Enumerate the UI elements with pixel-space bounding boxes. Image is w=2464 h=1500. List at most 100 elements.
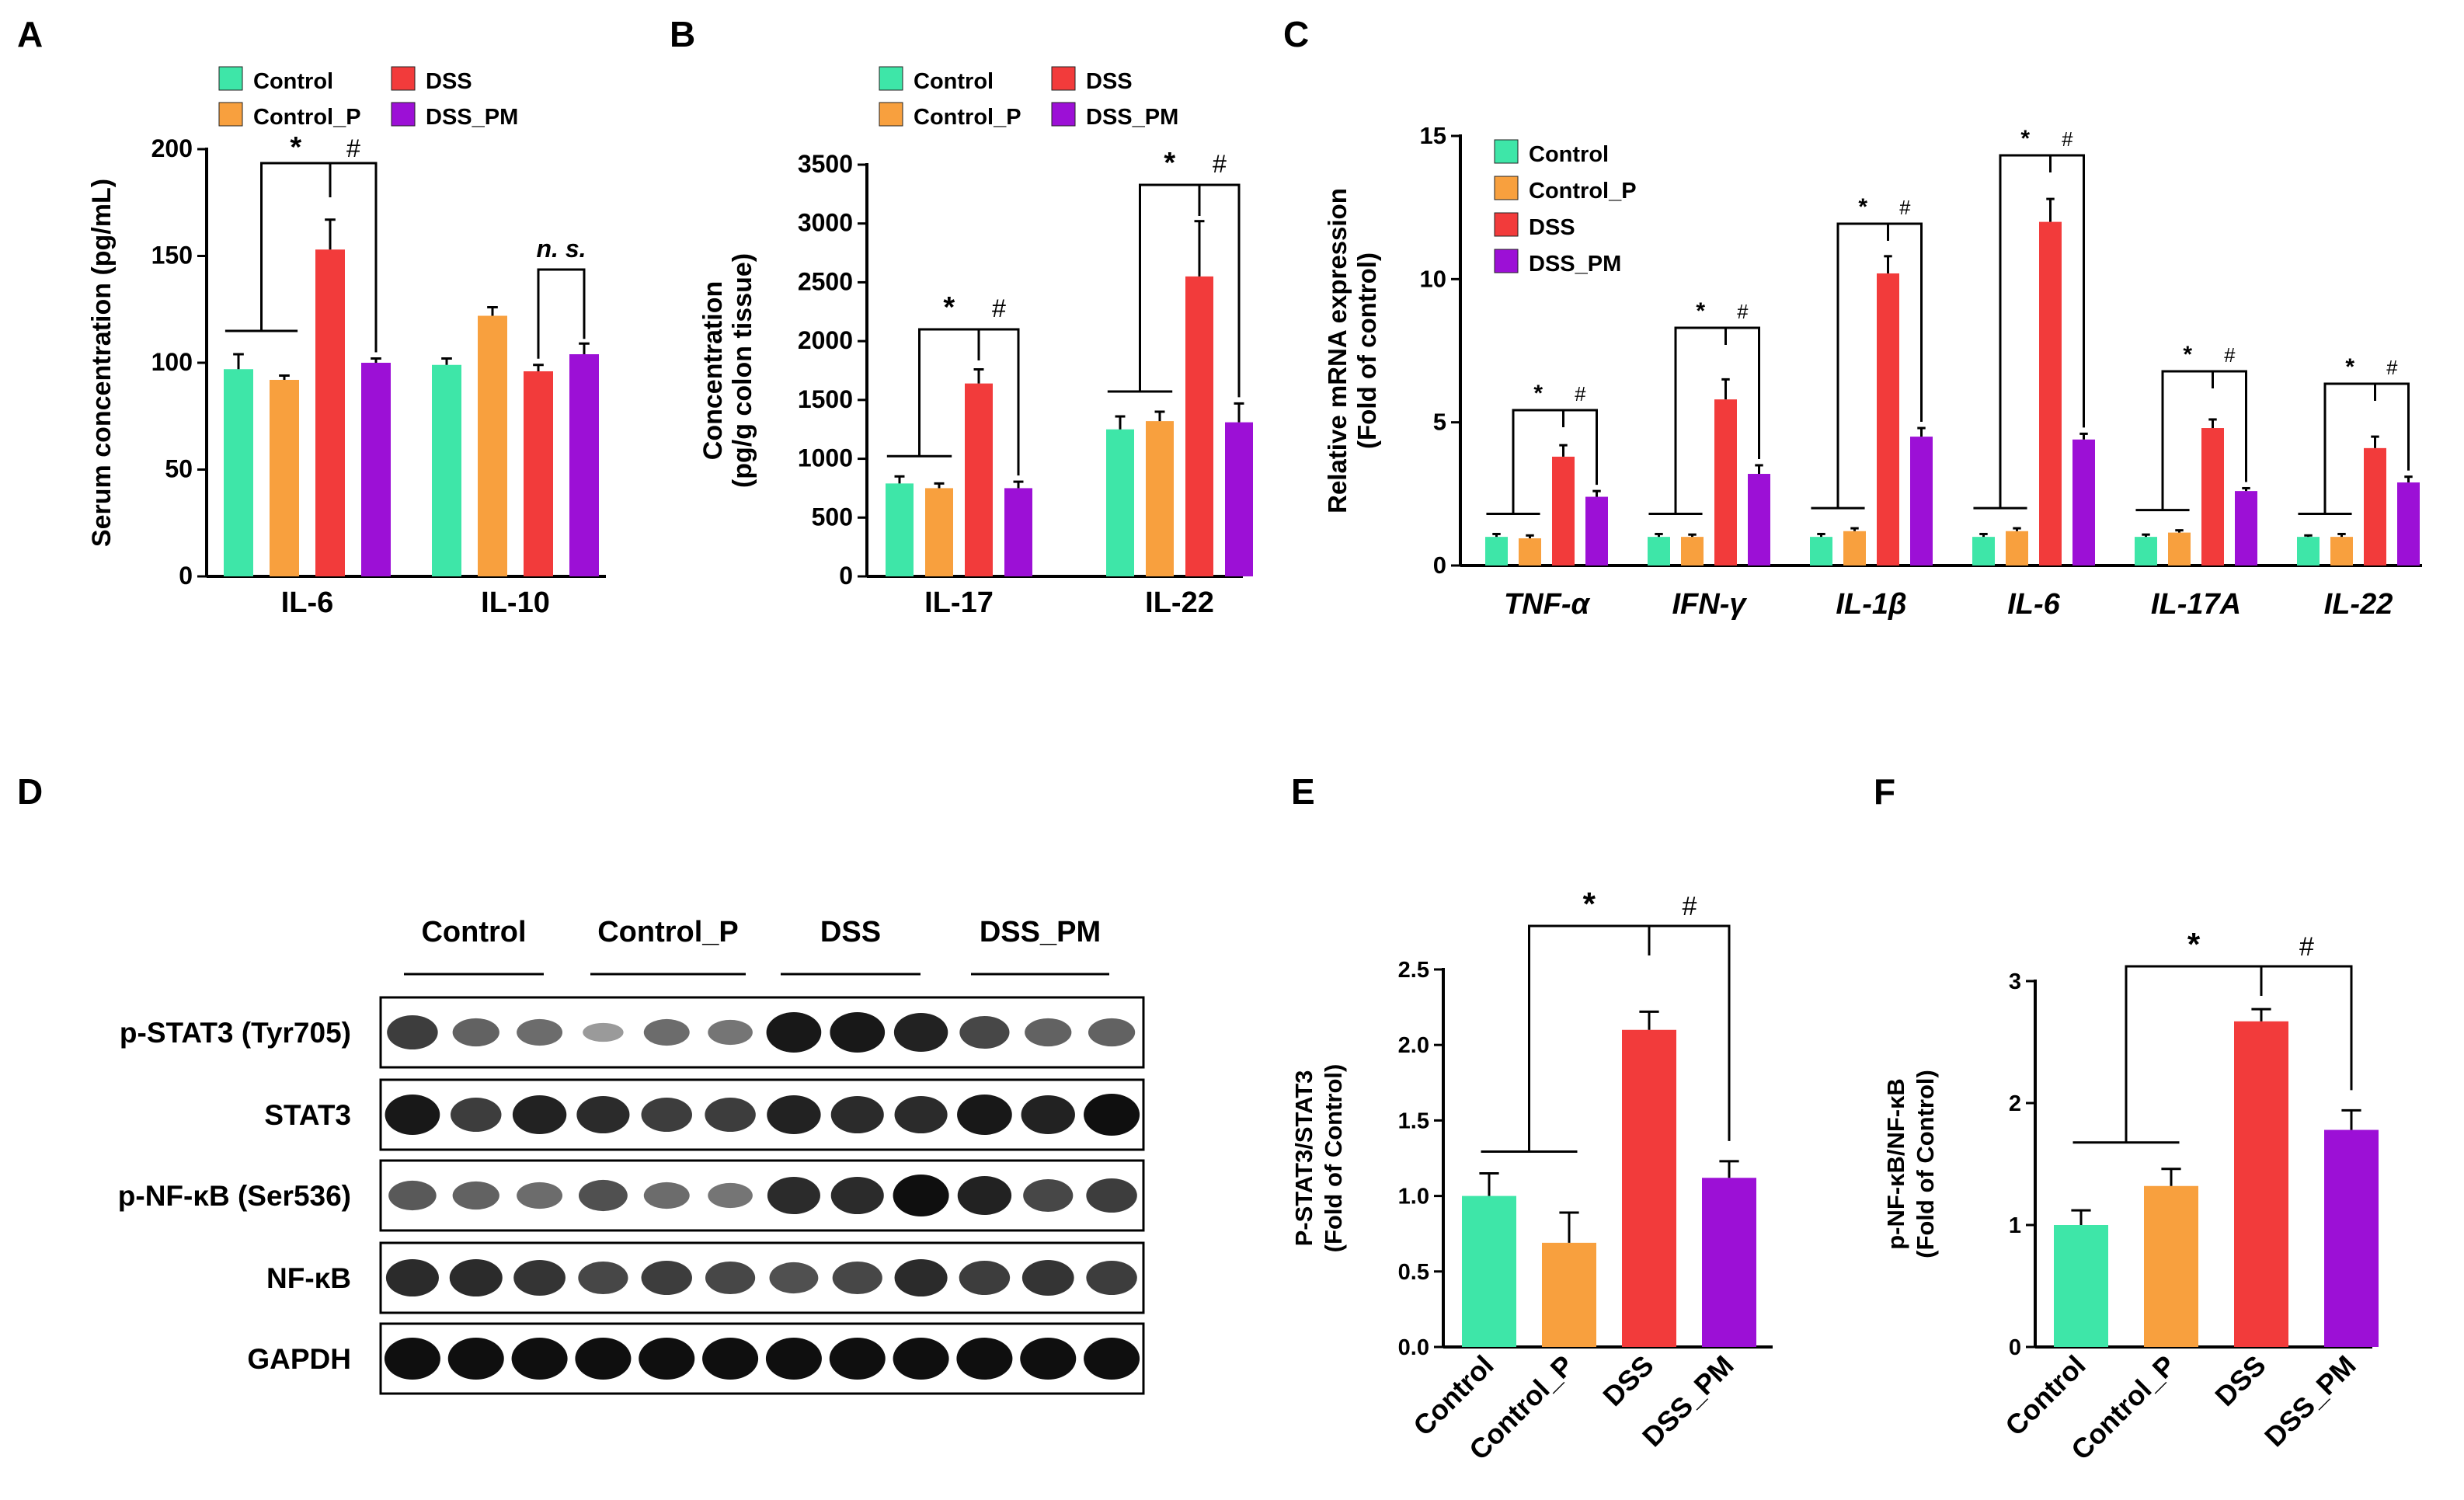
y-axis-title: p-NF-κB/NF-κB(Fold of Control) (1882, 1070, 1939, 1258)
y-axis-title-line: (Fold of Control) (1912, 1070, 1939, 1258)
blot-band (578, 1179, 628, 1212)
sig-star: * (943, 291, 955, 324)
legend-label: Control_P (1529, 179, 1637, 204)
legend-label: DSS_PM (1529, 252, 1621, 277)
blot-band (894, 1095, 948, 1134)
y-axis-title-line: (pg/g colon tissue) (728, 253, 757, 488)
blot-row-label: p-NF-κB (Ser536) (118, 1180, 351, 1212)
bar (1552, 456, 1575, 566)
blot-frame (379, 996, 1145, 1069)
bar (1681, 537, 1704, 566)
legend-swatch (391, 66, 416, 91)
blot-band (512, 1095, 567, 1135)
blot-band (583, 1022, 624, 1042)
bar (524, 371, 553, 576)
blot-band (830, 1176, 884, 1215)
legend-swatch (1494, 139, 1519, 164)
bar (2054, 1225, 2108, 1347)
bar (270, 380, 299, 576)
bar (1972, 537, 1995, 566)
sig-star: * (1533, 381, 1543, 406)
bar (2324, 1129, 2379, 1347)
x-tick-label: IL-22 (2324, 588, 2393, 621)
y-tick-label: 1.0 (1398, 1185, 1429, 1209)
chart-panel-A: 0 50 100 150 200 Serum concentration (pg/mL) I… (87, 66, 606, 619)
blot-frame (379, 1159, 1145, 1232)
bar (1519, 538, 1541, 566)
bar (1810, 537, 1832, 566)
y-axis-title-line: Concentration (698, 281, 728, 460)
blot-band (1020, 1338, 1077, 1380)
legend-label: Control (914, 69, 994, 94)
x-tick-label: IL-10 (481, 586, 550, 619)
bar (2201, 428, 2224, 566)
blot-group-label: DSS (820, 916, 881, 948)
y-axis-title: Concentration(pg/g colon tissue) (698, 253, 757, 488)
blot-band (766, 1011, 822, 1053)
y-axis-title-line: Relative mRNA expression (1323, 188, 1352, 513)
chart-panel-F: 0 1 2 3 p-NF-κB/NF-κB(Fold of Control) Contro… (1882, 926, 2379, 1466)
blot-band (893, 1175, 949, 1216)
blot-band (639, 1338, 695, 1380)
y-axis-title: P-STAT3/STAT3(Fold of Control) (1290, 1064, 1347, 1253)
blot-frame (379, 1322, 1145, 1395)
blot-band (1025, 1018, 1072, 1047)
sig-hash: # (1575, 384, 1586, 405)
sig-hash: # (346, 134, 361, 162)
bar (2072, 439, 2095, 566)
blot-band (576, 1095, 630, 1134)
bar (1702, 1178, 1756, 1347)
sig-bracket (1528, 924, 1731, 1152)
bar (2144, 1185, 2198, 1347)
y-tick-label: 0.5 (1398, 1260, 1429, 1285)
y-tick-label: 0 (2009, 1335, 2021, 1360)
bar (2364, 447, 2386, 566)
blot-group-label: Control (421, 916, 526, 948)
y-axis-title-line: (Fold of control) (1352, 252, 1381, 449)
legend-label: DSS (1086, 69, 1133, 94)
legend-label: Control_P (253, 105, 361, 130)
x-tick-label: IL-1β (1836, 588, 1906, 621)
blot-band (959, 1260, 1011, 1296)
blot-band (517, 1182, 563, 1209)
blot-band (893, 1012, 948, 1053)
panel-letter-D: D (17, 771, 43, 812)
blot-band (1086, 1178, 1137, 1213)
blot-band (511, 1338, 568, 1380)
ns-label: n. s. (536, 235, 586, 263)
x-tick-label: IFN-γ (1672, 588, 1748, 621)
y-tick-label: 3500 (798, 150, 853, 178)
legend-swatch (879, 66, 903, 91)
bar (1485, 537, 1508, 566)
blot-band (769, 1262, 819, 1294)
sig-bracket (1674, 326, 1760, 514)
panel-letter-C: C (1283, 14, 1309, 54)
blot-band (957, 1094, 1012, 1136)
sig-star: * (1696, 298, 1705, 324)
y-tick-label: 10 (1420, 265, 1446, 292)
sig-hash: # (2224, 345, 2236, 367)
sig-bracket (1139, 183, 1241, 398)
blot-band (452, 1018, 499, 1047)
panel-letter-F: F (1874, 771, 1895, 812)
bar (1714, 399, 1737, 566)
x-tick-label: DSS (2208, 1349, 2271, 1412)
bar (1843, 531, 1866, 566)
sig-bracket (2323, 382, 2410, 514)
y-tick-label: 15 (1420, 122, 1446, 149)
legend-swatch (1051, 102, 1076, 127)
x-tick-label: TNF-α (1504, 588, 1591, 621)
y-axis-title-line: p-NF-κB/NF-κB (1882, 1078, 1909, 1250)
blot-band (575, 1338, 632, 1380)
blot-band (830, 1011, 886, 1053)
bar (1542, 1242, 1596, 1347)
blot-band (447, 1338, 504, 1380)
blot-band (641, 1097, 692, 1133)
blot-band (705, 1261, 756, 1295)
x-tick-label: IL-6 (281, 586, 334, 619)
y-tick-label: 3000 (798, 209, 853, 237)
blot-band (643, 1182, 690, 1209)
blot-band (702, 1338, 759, 1380)
blot-band (388, 1180, 437, 1211)
